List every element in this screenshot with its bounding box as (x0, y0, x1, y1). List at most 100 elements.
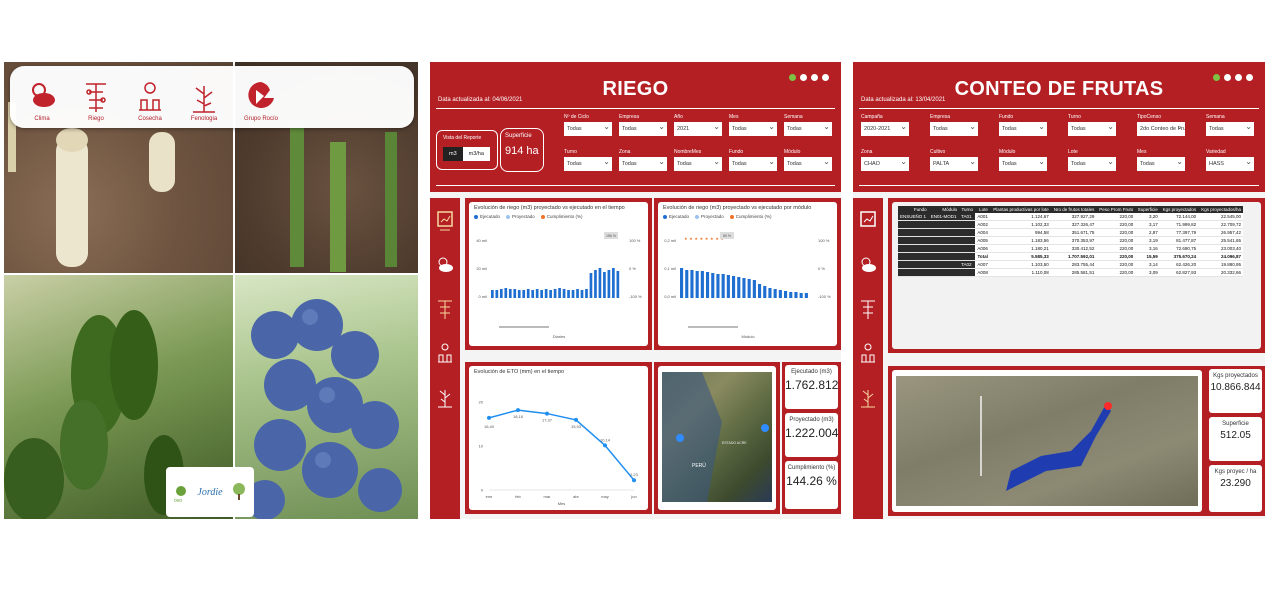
filter-dropdown[interactable]: Todas (564, 122, 612, 136)
filter-dropdown[interactable]: Todas (729, 157, 777, 171)
bar[interactable] (576, 289, 579, 298)
bar[interactable] (553, 289, 557, 298)
table-header[interactable]: Kgs proyectados (1159, 206, 1199, 213)
filter-dropdown[interactable]: Todas (619, 157, 667, 171)
weather-icon[interactable] (859, 254, 877, 276)
bar[interactable] (789, 292, 793, 298)
filter-m-dulo[interactable]: Módulo Todas (999, 149, 1047, 171)
table-header[interactable]: Plantas productivas por lote (989, 206, 1051, 213)
harvest-icon[interactable] (436, 342, 454, 364)
bar[interactable] (690, 270, 694, 298)
filter-n-de-ciclo[interactable]: Nº de Ciclo Todas (564, 114, 612, 136)
bar[interactable] (495, 290, 499, 298)
data-point[interactable] (603, 443, 607, 448)
data-point[interactable] (545, 411, 549, 416)
bar[interactable] (585, 289, 588, 298)
bar[interactable] (752, 280, 756, 298)
filter-empresa[interactable]: Empresa Todas (619, 114, 667, 136)
bar[interactable] (526, 289, 530, 298)
data-point[interactable] (632, 478, 636, 483)
bar[interactable] (716, 274, 720, 298)
bar[interactable] (508, 289, 512, 298)
filter-zona[interactable]: Zona Todas (619, 149, 667, 171)
filter-dropdown[interactable]: 2do Conteo de Frut... (1137, 122, 1185, 136)
filter-lote[interactable]: Lote Todas (1068, 149, 1116, 171)
nav-clima[interactable]: Clima (24, 80, 60, 122)
bar[interactable] (513, 289, 517, 298)
bar[interactable] (562, 289, 566, 298)
page-nav-dots[interactable] (1213, 74, 1253, 81)
filter-campa-a[interactable]: Campaña 2020-2021 (861, 114, 909, 136)
bar[interactable] (535, 289, 539, 298)
data-point[interactable] (516, 408, 520, 413)
bar[interactable] (594, 270, 597, 298)
filter-dropdown[interactable]: Todas (1206, 122, 1254, 136)
filter-dropdown[interactable]: Todas (784, 122, 832, 136)
bar[interactable] (711, 273, 715, 298)
bar[interactable] (504, 288, 508, 298)
bar[interactable] (571, 290, 575, 298)
filter-dropdown[interactable]: Todas (1068, 122, 1116, 136)
bar[interactable] (695, 271, 699, 298)
nav-grupo-rocio[interactable]: Grupo Rocío (240, 80, 282, 122)
view-m3-button[interactable]: m3 (443, 147, 463, 161)
bar[interactable] (558, 288, 561, 298)
filter-semana[interactable]: Semana Todas (784, 114, 832, 136)
table-header[interactable]: Superficie (1135, 206, 1160, 213)
nav-fenologia[interactable]: Fenologia (186, 80, 222, 122)
bar[interactable] (737, 277, 741, 298)
riego-time-chart[interactable]: 40 mil 20 mil 0 mil 100 % 0 % -100 % 156 % Diar… (469, 228, 648, 346)
phenology-icon[interactable] (436, 386, 454, 408)
filter-dropdown[interactable]: 2020-2021 (861, 122, 909, 136)
filter-dropdown[interactable]: CHAO (861, 157, 909, 171)
table-header[interactable]: Lote (975, 206, 990, 213)
table-header[interactable]: Kgs proyectados/ha (1198, 206, 1243, 213)
bar[interactable] (758, 284, 762, 298)
filter-dropdown[interactable]: HASS (1206, 157, 1254, 171)
bar[interactable] (549, 290, 552, 298)
filter-dropdown[interactable]: Todas (999, 122, 1047, 136)
filter-nombremes[interactable]: NombreMes Todas (674, 149, 722, 171)
bar[interactable] (747, 279, 751, 298)
bar[interactable] (732, 276, 736, 298)
bar[interactable] (784, 291, 788, 298)
satellite-map[interactable] (896, 376, 1198, 506)
bar[interactable] (778, 290, 782, 298)
bar[interactable] (598, 268, 602, 298)
bar[interactable] (794, 292, 798, 298)
view-m3ha-button[interactable]: m3/ha (462, 147, 490, 161)
data-point[interactable] (574, 417, 578, 422)
bar[interactable] (616, 271, 620, 298)
bar[interactable] (589, 273, 593, 298)
weather-icon[interactable] (436, 254, 454, 276)
filter-fundo[interactable]: Fundo Todas (729, 149, 777, 171)
scrollbar[interactable] (688, 326, 738, 328)
bar[interactable] (603, 272, 606, 298)
conteo-table[interactable]: Fundo Módulo Turno Lote Plantas productivas … (898, 206, 1243, 277)
harvest-icon[interactable] (859, 342, 877, 364)
filter-variedad[interactable]: Variedad HASS (1206, 149, 1254, 171)
filter-zona[interactable]: Zona CHAO (861, 149, 909, 171)
filter-dropdown[interactable]: Todas (619, 122, 667, 136)
bar[interactable] (544, 289, 548, 298)
bar[interactable] (607, 270, 611, 298)
bar[interactable] (804, 293, 808, 298)
bar[interactable] (491, 290, 494, 298)
bar[interactable] (567, 290, 570, 298)
filter-cultivo[interactable]: Cultivo PALTA (930, 149, 978, 171)
eto-line-chart[interactable]: 20 10 0 16,40 ene 18,16 feb 17,37 mar 15,93 abr 10,… (469, 380, 648, 510)
bar[interactable] (522, 290, 526, 298)
data-point[interactable] (487, 415, 491, 420)
bar[interactable] (580, 290, 584, 298)
bar[interactable] (685, 270, 689, 298)
scrollbar[interactable] (499, 326, 549, 328)
bar[interactable] (726, 275, 730, 298)
bar[interactable] (612, 268, 615, 298)
bar[interactable] (742, 278, 746, 298)
bar[interactable] (531, 290, 535, 298)
bar[interactable] (768, 288, 772, 298)
bar[interactable] (706, 272, 710, 298)
filter-dropdown[interactable]: Todas (930, 122, 978, 136)
